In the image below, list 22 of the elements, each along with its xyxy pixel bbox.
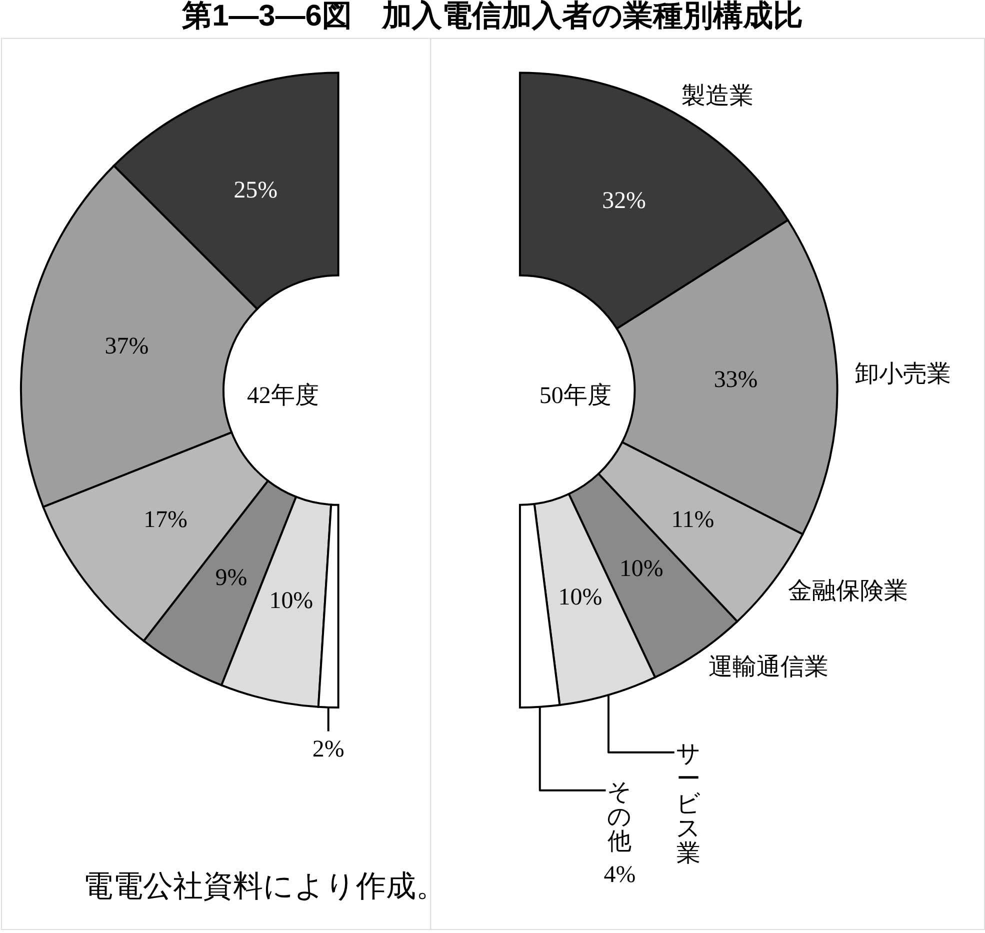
slice-label: 運輸通信業 <box>708 654 828 680</box>
data-label: 33% <box>714 366 758 393</box>
slice-label: 卸小売業 <box>854 361 951 388</box>
text: 電電公社資料により作成。 <box>82 870 446 904</box>
slice-label: その他 <box>607 779 632 856</box>
data-label: 2% <box>312 736 344 762</box>
data-label: 11% <box>671 506 714 533</box>
data-label: 17% <box>144 506 188 533</box>
data-label: 10% <box>558 584 602 611</box>
data-label: 4% <box>604 862 636 888</box>
text: 50年度 <box>539 382 612 410</box>
text: 42年度 <box>246 382 319 410</box>
data-label: 32% <box>602 188 646 214</box>
data-label: 25% <box>234 178 278 204</box>
slice-label: 製造業 <box>681 83 754 110</box>
data-label: 9% <box>215 564 248 591</box>
data-label: 10% <box>269 588 314 614</box>
slice-label: サービス業 <box>676 741 701 868</box>
data-label: 37% <box>104 333 149 360</box>
text: 第1—3—6図 加入電信加入者の業種別構成比 <box>181 0 803 32</box>
slice-label: 金融保険業 <box>788 578 908 604</box>
data-label: 10% <box>619 556 664 582</box>
